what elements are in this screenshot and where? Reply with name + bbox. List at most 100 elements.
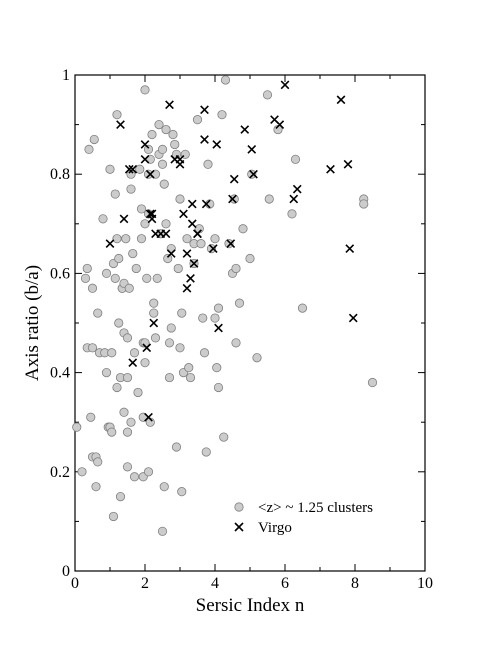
- y-axis-title: Axis ratio (b/a): [22, 265, 43, 381]
- cluster-point: [126, 417, 136, 427]
- virgo-point: [182, 249, 192, 258]
- cluster-point: [198, 313, 208, 323]
- y-tick-label: 1: [62, 67, 70, 84]
- virgo-point: [187, 199, 197, 209]
- x-tick-label: 4: [211, 575, 219, 592]
- cluster-point: [287, 209, 297, 219]
- virgo-point: [348, 313, 358, 323]
- y-tick-label: 0.4: [50, 365, 70, 382]
- data-points: [72, 75, 378, 536]
- cluster-point: [122, 462, 133, 472]
- virgo-point: [119, 214, 129, 224]
- virgo-point: [140, 140, 150, 149]
- cluster-point: [77, 467, 87, 477]
- y-tick-label: 0: [62, 563, 70, 580]
- virgo-point: [182, 283, 192, 293]
- virgo-point: [275, 120, 285, 129]
- virgo-point: [161, 229, 171, 239]
- virgo-point: [208, 244, 218, 253]
- cluster-point: [199, 348, 210, 358]
- cluster-point: [110, 273, 120, 283]
- virgo-point: [175, 159, 185, 169]
- virgo-point: [128, 358, 138, 368]
- cluster-point: [170, 139, 180, 150]
- x-tick-label: 0: [71, 575, 79, 592]
- cluster-point: [108, 511, 119, 522]
- virgo-point: [200, 135, 209, 144]
- virgo-point: [149, 318, 159, 328]
- cluster-point: [119, 407, 129, 417]
- cluster-point: [87, 283, 98, 293]
- cluster-point: [229, 194, 239, 204]
- cluster-point: [149, 298, 159, 308]
- cluster-point: [89, 134, 99, 145]
- cluster-point: [105, 164, 115, 174]
- cluster-point: [122, 372, 133, 383]
- cluster-point: [163, 253, 173, 264]
- cluster-point: [262, 90, 273, 100]
- plot-frame: [74, 74, 426, 572]
- virgo-point: [193, 229, 202, 239]
- cluster-point: [171, 442, 182, 452]
- cluster-point: [220, 75, 231, 85]
- cluster-point: [212, 363, 222, 373]
- cluster-point: [114, 318, 124, 328]
- virgo-point: [212, 140, 222, 149]
- cluster-point: [112, 110, 122, 120]
- cluster-point: [129, 348, 140, 358]
- cluster-point: [143, 467, 154, 477]
- x-tick-label: 6: [281, 575, 289, 592]
- legend-label-virgo: Virgo: [258, 520, 292, 536]
- cluster-point: [247, 169, 257, 179]
- cluster-point: [164, 338, 175, 348]
- cluster-point: [140, 85, 150, 95]
- cluster-point: [150, 333, 161, 343]
- cluster-point: [173, 263, 183, 274]
- cluster-point: [149, 308, 159, 318]
- cluster-point: [93, 457, 103, 467]
- legend-marker-x: [234, 522, 244, 532]
- virgo-point: [289, 194, 299, 204]
- virgo-point: [140, 154, 150, 164]
- cluster-point: [177, 487, 187, 497]
- cluster-point: [147, 129, 157, 140]
- cluster-point: [107, 427, 117, 437]
- cluster-point: [112, 382, 122, 393]
- cluster-point: [161, 219, 171, 229]
- cluster-point: [122, 333, 133, 343]
- cluster-point: [159, 482, 169, 492]
- cluster-point: [201, 447, 211, 457]
- cluster-point: [126, 184, 136, 194]
- cluster-point: [367, 377, 378, 388]
- cluster-point: [219, 432, 229, 442]
- cluster-point: [133, 387, 143, 398]
- cluster-point: [203, 159, 213, 169]
- cluster-point: [154, 120, 164, 130]
- cluster-point: [290, 154, 301, 164]
- x-tick-label: 2: [141, 575, 149, 592]
- virgo-point: [144, 412, 153, 422]
- cluster-point: [264, 194, 274, 204]
- cluster-point: [91, 482, 101, 492]
- cluster-point: [157, 144, 168, 154]
- cluster-point: [93, 308, 103, 318]
- cluster-point: [161, 124, 171, 135]
- cluster-point: [129, 472, 140, 482]
- virgo-point: [280, 80, 290, 90]
- x-tick-label: 10: [417, 575, 433, 592]
- cluster-point: [234, 298, 245, 308]
- cluster-point: [182, 234, 192, 244]
- virgo-point: [214, 323, 223, 333]
- virgo-point: [189, 259, 199, 268]
- virgo-point: [226, 239, 236, 249]
- cluster-point: [231, 263, 241, 274]
- virgo-point: [240, 125, 250, 134]
- virgo-point: [165, 100, 174, 110]
- cluster-point: [87, 343, 98, 353]
- cluster-point: [107, 348, 117, 358]
- virgo-point: [201, 199, 211, 209]
- cluster-point: [136, 204, 147, 214]
- cluster-point: [98, 214, 108, 224]
- virgo-point: [187, 219, 197, 229]
